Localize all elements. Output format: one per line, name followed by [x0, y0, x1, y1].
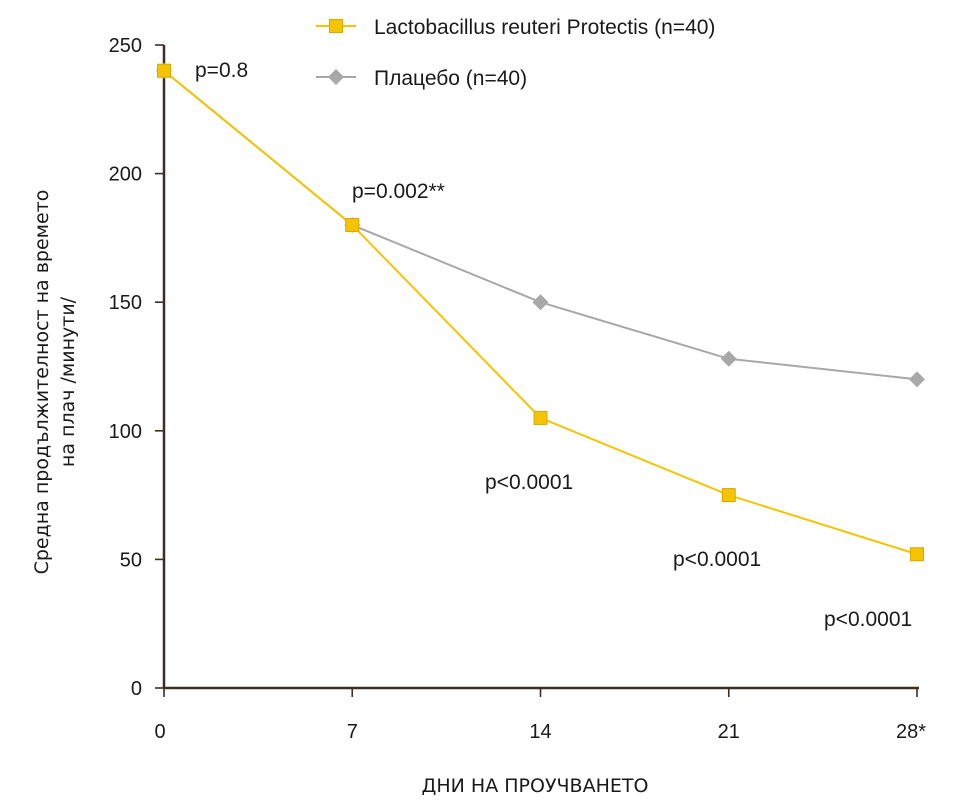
p-value-annotation: p=0.002**	[352, 180, 445, 203]
p-value-annotation: p<0.0001	[824, 608, 912, 631]
y-tick-label: 50	[120, 549, 142, 571]
y-tick-label: 200	[109, 164, 142, 186]
data-point-diamond	[532, 294, 549, 311]
y-tick-label: 150	[109, 292, 142, 314]
data-point-diamond	[909, 371, 925, 388]
y-axis-title: Средна продължителност на времето на пла…	[31, 190, 79, 575]
legend-label: Lactobacillus reuteri Protectis (n=40)	[374, 16, 715, 39]
data-point-square	[721, 488, 736, 503]
plot-area: 0 50 100 150 200 250 0 7 14 21 28* p=0.8 p=0.002** p<…	[109, 16, 927, 743]
data-point-square	[910, 547, 924, 562]
legend-label: Плацебо (n=40)	[374, 67, 527, 90]
p-value-annotation: p=0.8	[195, 59, 248, 82]
data-point-diamond	[720, 350, 737, 367]
x-axis-title: ДНИ НА ПРОУЧВАНЕТО	[422, 775, 649, 797]
legend-marker-square	[329, 19, 343, 33]
legend-marker-diamond	[328, 69, 344, 85]
y-axis-title-line-2: на плач /минути/	[57, 296, 79, 467]
x-tick-label: 28*	[896, 721, 926, 743]
p-value-annotation: p<0.0001	[673, 548, 761, 571]
y-tick-label: 250	[109, 35, 142, 57]
y-tick-label: 0	[131, 678, 142, 700]
x-tick-label: 21	[718, 721, 740, 743]
data-point-square	[157, 63, 171, 78]
data-point-square	[533, 410, 548, 425]
x-tick-label: 7	[347, 721, 358, 743]
x-tick-label: 14	[529, 721, 551, 743]
x-tick-label: 0	[154, 721, 165, 743]
y-axis-title-line-1: Средна продължителност на времето	[31, 190, 53, 575]
p-value-annotation: p<0.0001	[485, 471, 573, 494]
y-tick-label: 100	[109, 421, 142, 443]
series-line	[163, 69, 918, 381]
data-point-square	[345, 218, 360, 233]
